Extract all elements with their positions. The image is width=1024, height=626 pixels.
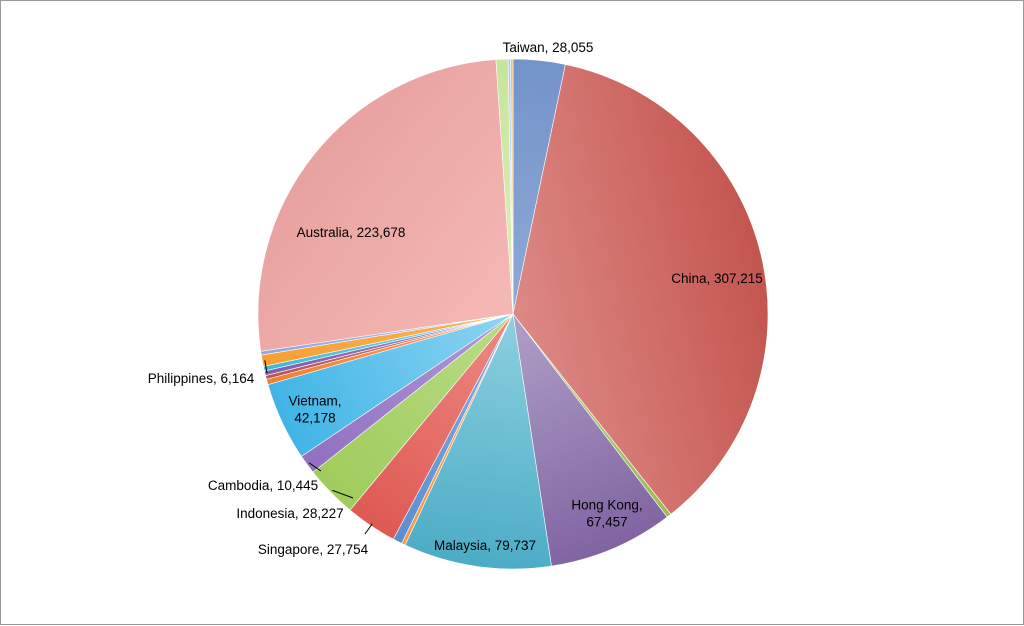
pie-slice-hong-kong — [512, 313, 668, 567]
slice-labels: Taiwan, 28,055 China, 307,215 Hong Kong, 67… — [148, 40, 763, 557]
pie-slice-unlabeled-20 — [510, 58, 514, 315]
slice-label-line: Taiwan, 28,055 — [503, 40, 594, 55]
slice-label-vietnam: Vietnam, 42,178 — [288, 394, 341, 426]
slice-label-line: Philippines, 6,164 — [148, 371, 255, 386]
pie-slice-australia — [257, 59, 514, 352]
pie-slice-china — [512, 64, 769, 515]
slice-label-indonesia: Indonesia, 28,227 — [236, 506, 343, 521]
slice-label-line: China, 307,215 — [671, 271, 763, 286]
leader-line-philippines — [264, 360, 268, 374]
slice-label-cambodia: Cambodia, 10,445 — [208, 478, 318, 493]
slice-label-china: China, 307,215 — [671, 271, 763, 286]
slice-label-philippines: Philippines, 6,164 — [148, 371, 255, 386]
slice-label-line: Hong Kong, — [571, 498, 642, 513]
slice-label-australia: Australia, 223,678 — [297, 225, 406, 240]
slice-label-taiwan: Taiwan, 28,055 — [503, 40, 594, 55]
slice-label-line: Cambodia, 10,445 — [208, 478, 318, 493]
slice-label-line: Australia, 223,678 — [297, 225, 406, 240]
leader-line-singapore — [364, 523, 373, 535]
leader-lines — [264, 360, 373, 535]
slice-label-singapore: Singapore, 27,754 — [258, 542, 369, 557]
slice-label-malaysia: Malaysia, 79,737 — [434, 538, 536, 553]
slice-label-line: Malaysia, 79,737 — [434, 538, 536, 553]
leader-line-indonesia — [332, 489, 354, 499]
slice-label-line: 42,178 — [294, 411, 335, 426]
slice-label-line: Singapore, 27,754 — [258, 542, 369, 557]
slice-label-hong-kong: Hong Kong, 67,457 — [571, 498, 642, 530]
pie-slices — [257, 58, 769, 570]
pie-slice-malaysia — [404, 312, 552, 570]
slice-label-line: Vietnam, — [288, 394, 341, 409]
slice-label-line: Indonesia, 28,227 — [236, 506, 343, 521]
slice-label-line: 67,457 — [586, 515, 627, 530]
leader-line-cambodia — [308, 462, 322, 472]
